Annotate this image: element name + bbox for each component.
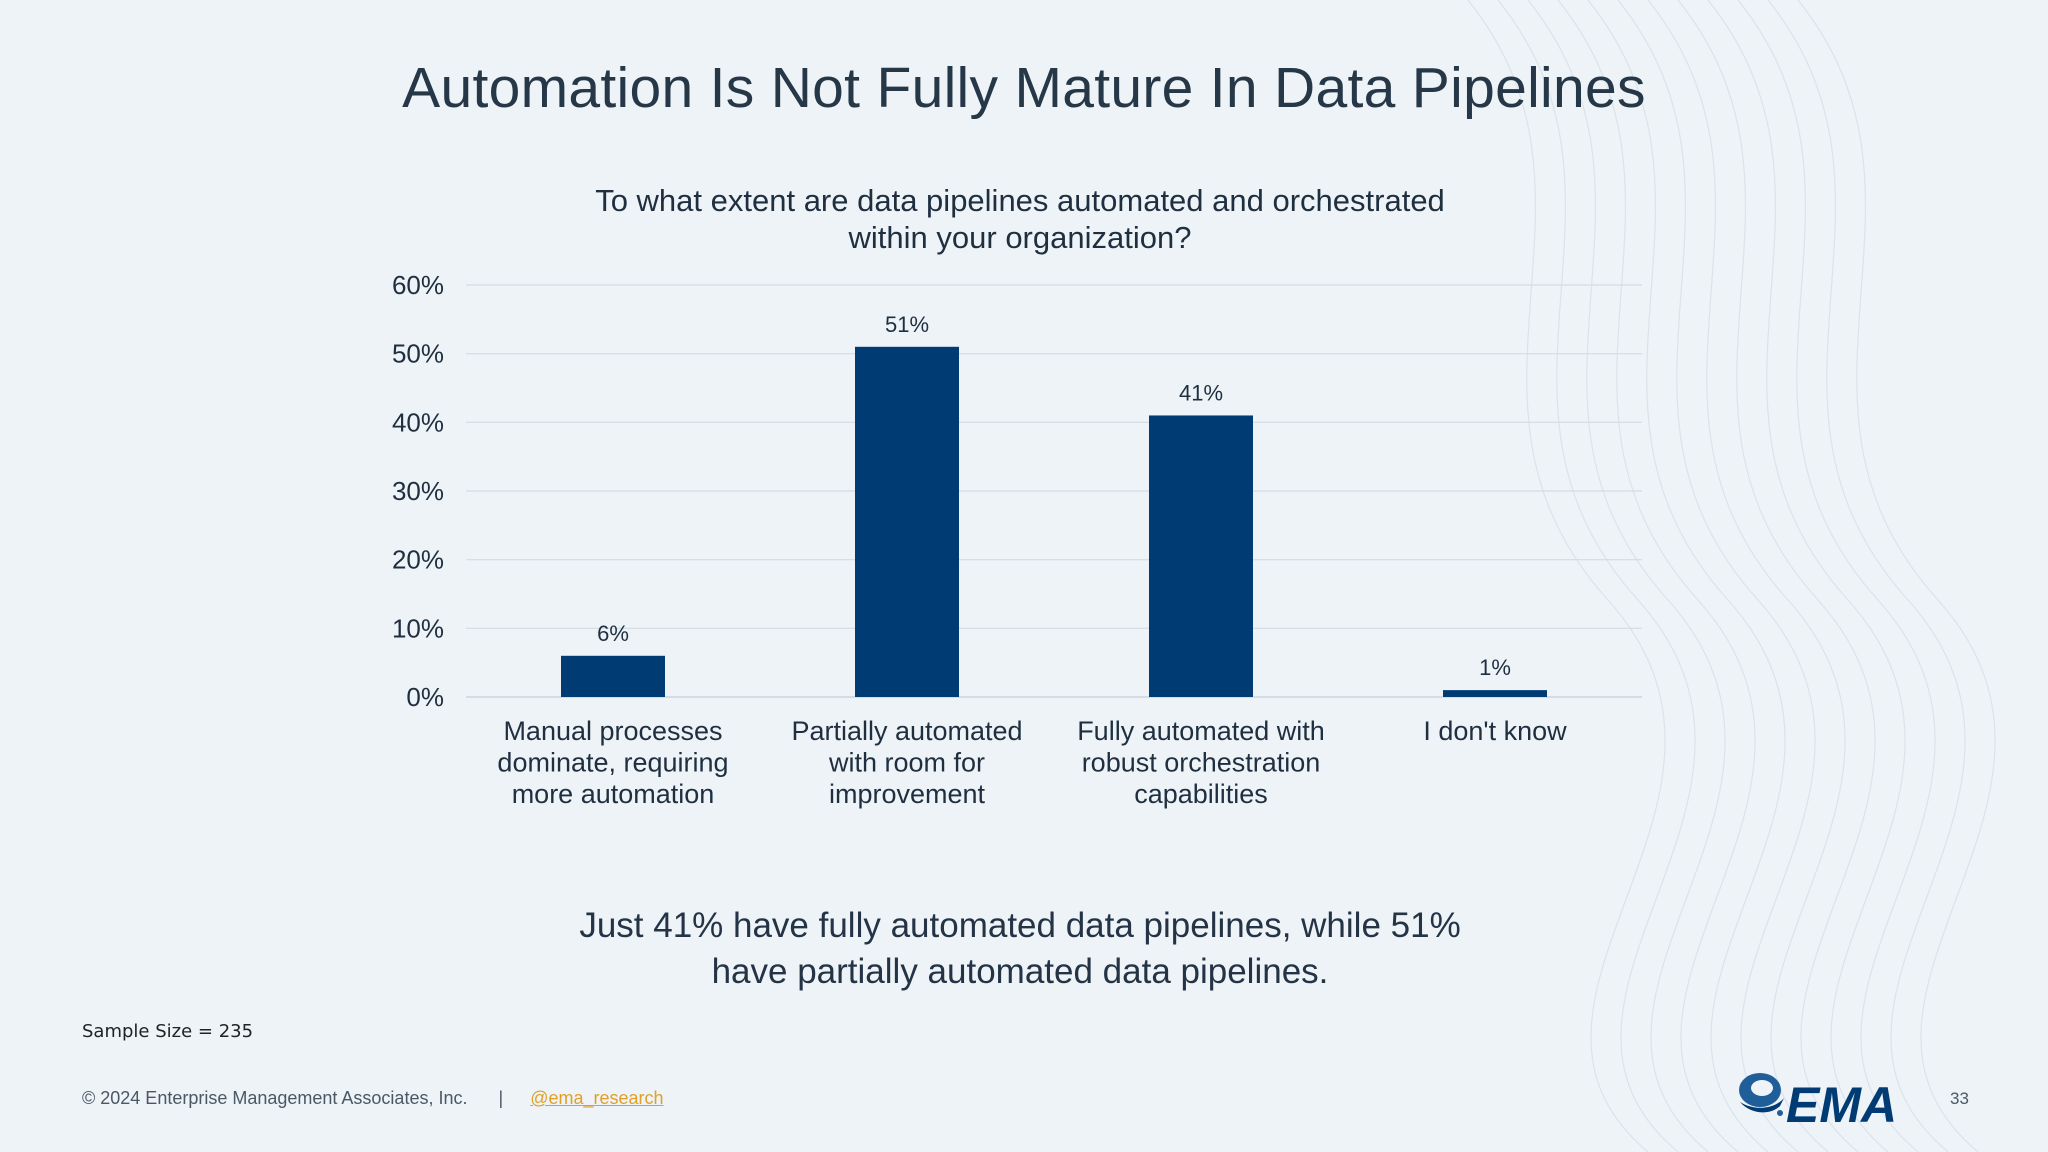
key-takeaway-line-1: Just 41% have fully automated data pipel…	[579, 906, 1461, 945]
social-handle-link[interactable]: @ema_research	[530, 1088, 664, 1108]
footer-separator: |	[498, 1088, 504, 1108]
page-number: 33	[1950, 1089, 1969, 1108]
y-tick-label: 30%	[392, 476, 444, 506]
y-tick-label: 60%	[392, 270, 444, 300]
y-tick-label: 40%	[392, 407, 444, 437]
data-label: 41%	[1179, 380, 1223, 405]
y-tick-label: 10%	[392, 613, 444, 643]
y-tick-label: 50%	[392, 339, 444, 369]
bar	[561, 655, 665, 697]
footer: © 2024 Enterprise Management Associates,…	[82, 1088, 664, 1109]
x-category-label: I don't know	[1423, 716, 1567, 746]
data-label: 51%	[885, 312, 929, 337]
y-tick-label: 0%	[406, 682, 444, 712]
ema-swoosh-icon	[1739, 1073, 1784, 1116]
slide-title: Automation Is Not Fully Mature In Data P…	[402, 56, 1646, 120]
x-category-label: more automation	[512, 779, 715, 809]
key-takeaway: Just 41% have fully automated data pipel…	[520, 903, 1520, 995]
x-category-label: Partially automated	[791, 716, 1022, 746]
decorative-wave-pattern	[1467, 0, 1996, 1152]
chart-title-line-1: To what extent are data pipelines automa…	[595, 183, 1445, 218]
sample-size-note: Sample Size = 235	[82, 1021, 254, 1042]
copyright-text: © 2024 Enterprise Management Associates,…	[82, 1088, 468, 1108]
bar	[1149, 415, 1253, 697]
chart-title: To what extent are data pipelines automa…	[500, 182, 1540, 256]
bar	[855, 346, 959, 697]
x-category-label: improvement	[829, 779, 986, 809]
x-category-label: with room for	[828, 748, 985, 778]
x-category-label: dominate, requiring	[497, 748, 728, 778]
x-category-label: robust orchestration	[1082, 748, 1321, 778]
y-tick-label: 20%	[392, 545, 444, 575]
ema-logo-wordmark: EMA	[1786, 1077, 1897, 1126]
chart-title-line-2: within your organization?	[848, 220, 1192, 255]
x-category-label: Manual processes	[503, 716, 722, 746]
key-takeaway-line-2: have partially automated data pipelines.	[711, 952, 1329, 991]
data-label: 1%	[1479, 655, 1511, 680]
data-label: 6%	[597, 621, 629, 646]
x-category-label: capabilities	[1134, 779, 1268, 809]
x-category-label: Fully automated with	[1077, 716, 1325, 746]
bar	[1443, 690, 1547, 697]
ema-logo: EMA	[1739, 1073, 1897, 1126]
